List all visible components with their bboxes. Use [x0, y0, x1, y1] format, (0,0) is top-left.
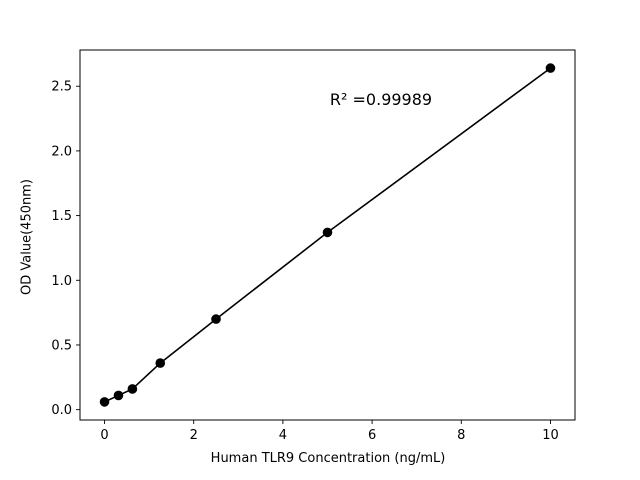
svg-text:1.0: 1.0: [51, 274, 72, 289]
x-axis-label: Human TLR9 Concentration (ng/mL): [210, 451, 446, 466]
svg-text:2: 2: [190, 428, 198, 443]
svg-text:4: 4: [279, 428, 287, 443]
svg-text:2.0: 2.0: [51, 144, 72, 159]
svg-text:0.0: 0.0: [51, 403, 72, 418]
svg-text:1.5: 1.5: [51, 209, 72, 224]
svg-text:0: 0: [100, 428, 108, 443]
svg-text:6: 6: [368, 428, 376, 443]
y-axis-label: OD Value(450nm): [19, 179, 35, 295]
r-squared-annotation: R² =0.99989: [329, 90, 433, 109]
svg-text:8: 8: [457, 428, 465, 443]
svg-text:0.5: 0.5: [51, 338, 72, 353]
svg-text:2.5: 2.5: [51, 80, 72, 95]
svg-text:10: 10: [542, 428, 559, 443]
